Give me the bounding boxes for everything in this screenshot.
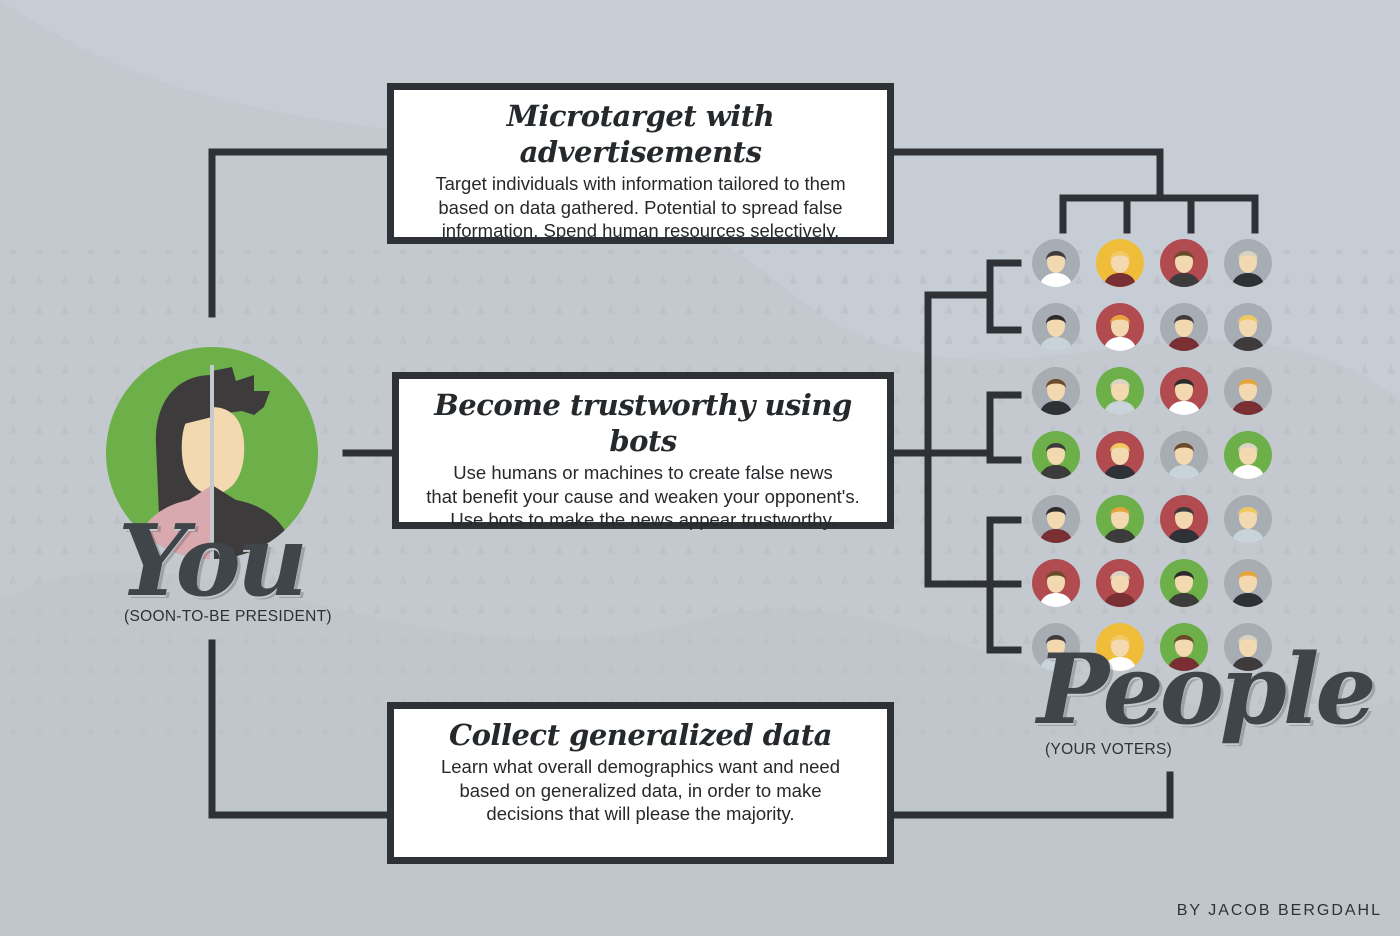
- collect-data-title: Collect generalized data: [449, 718, 832, 752]
- voter-avatar-icon: [1160, 367, 1208, 415]
- voter-avatar-icon: [1096, 495, 1144, 543]
- voter-avatar-icon: [1224, 623, 1272, 671]
- voter-avatar-icon: [1224, 367, 1272, 415]
- voter-avatar-icon: [1096, 303, 1144, 351]
- author-credit: BY JACOB BERGDAHL: [1176, 902, 1382, 919]
- bots-line-3: Use bots to make the news appear trustwo…: [450, 509, 836, 530]
- voter-avatar-icon: [1160, 623, 1208, 671]
- microtarget-line-3: information. Spend human resources selec…: [441, 220, 840, 241]
- voter-grid: [1025, 232, 1295, 692]
- bots-line-1: Use humans or machines to create false n…: [453, 462, 833, 483]
- collect-data-line-3: decisions that will please the majority.: [486, 803, 795, 824]
- people-subtitle: (YOUR VOTERS): [1045, 741, 1173, 758]
- voter-avatar-icon: [1032, 623, 1080, 671]
- collect-data-description: Learn what overall demographics want and…: [394, 755, 887, 826]
- you-title: You: [118, 504, 308, 619]
- voter-avatar-icon: [1032, 303, 1080, 351]
- microtarget-line-1: Target individuals with information tail…: [435, 173, 846, 194]
- voter-avatar-icon: [1224, 239, 1272, 287]
- collect-data-line-1: Learn what overall demographics want and…: [440, 756, 841, 777]
- microtarget-description: Target individuals with information tail…: [394, 172, 887, 243]
- voter-avatar-icon: [1096, 431, 1144, 479]
- collect-data-line-2: based on generalized data, in order to m…: [459, 779, 822, 801]
- voter-avatar-icon: [1096, 559, 1144, 607]
- voter-avatar-icon: [1160, 495, 1208, 543]
- voter-avatar-icon: [1096, 239, 1144, 287]
- voter-avatar-icon: [1032, 559, 1080, 607]
- voter-avatar-icon: [1032, 239, 1080, 287]
- bots-box: Become trustworthy using bots Use humans…: [392, 372, 894, 532]
- microtarget-box: Microtarget with advertisements Target i…: [387, 83, 894, 244]
- bots-title: Become trustworthy using bots: [434, 388, 852, 458]
- voter-avatar-icon: [1224, 303, 1272, 351]
- voter-avatar-icon: [1096, 367, 1144, 415]
- voter-avatar-icon: [1160, 559, 1208, 607]
- voter-avatar-icon: [1224, 431, 1272, 479]
- microtarget-title: Microtarget with advertisements: [506, 99, 775, 169]
- voter-avatar-icon: [1160, 239, 1208, 287]
- you-avatar-icon: [106, 347, 318, 559]
- bots-description: Use humans or machines to create false n…: [399, 461, 887, 532]
- voter-avatar-icon: [1224, 495, 1272, 543]
- collect-data-box: Collect generalized data Learn what over…: [387, 702, 894, 864]
- voter-avatar-icon: [1160, 303, 1208, 351]
- voter-avatar-icon: [1224, 559, 1272, 607]
- microtarget-line-2: based on data gathered. Potential to spr…: [438, 196, 843, 218]
- voter-avatar-icon: [1096, 623, 1144, 671]
- people-title: People: [1037, 633, 1376, 746]
- you-subtitle: (SOON-TO-BE PRESIDENT): [124, 608, 332, 625]
- voter-avatar-icon: [1160, 431, 1208, 479]
- bots-line-2: that benefit your cause and weaken your …: [426, 485, 860, 507]
- voter-avatar-icon: [1032, 367, 1080, 415]
- voter-avatar-icon: [1032, 495, 1080, 543]
- voter-avatar-icon: [1032, 431, 1080, 479]
